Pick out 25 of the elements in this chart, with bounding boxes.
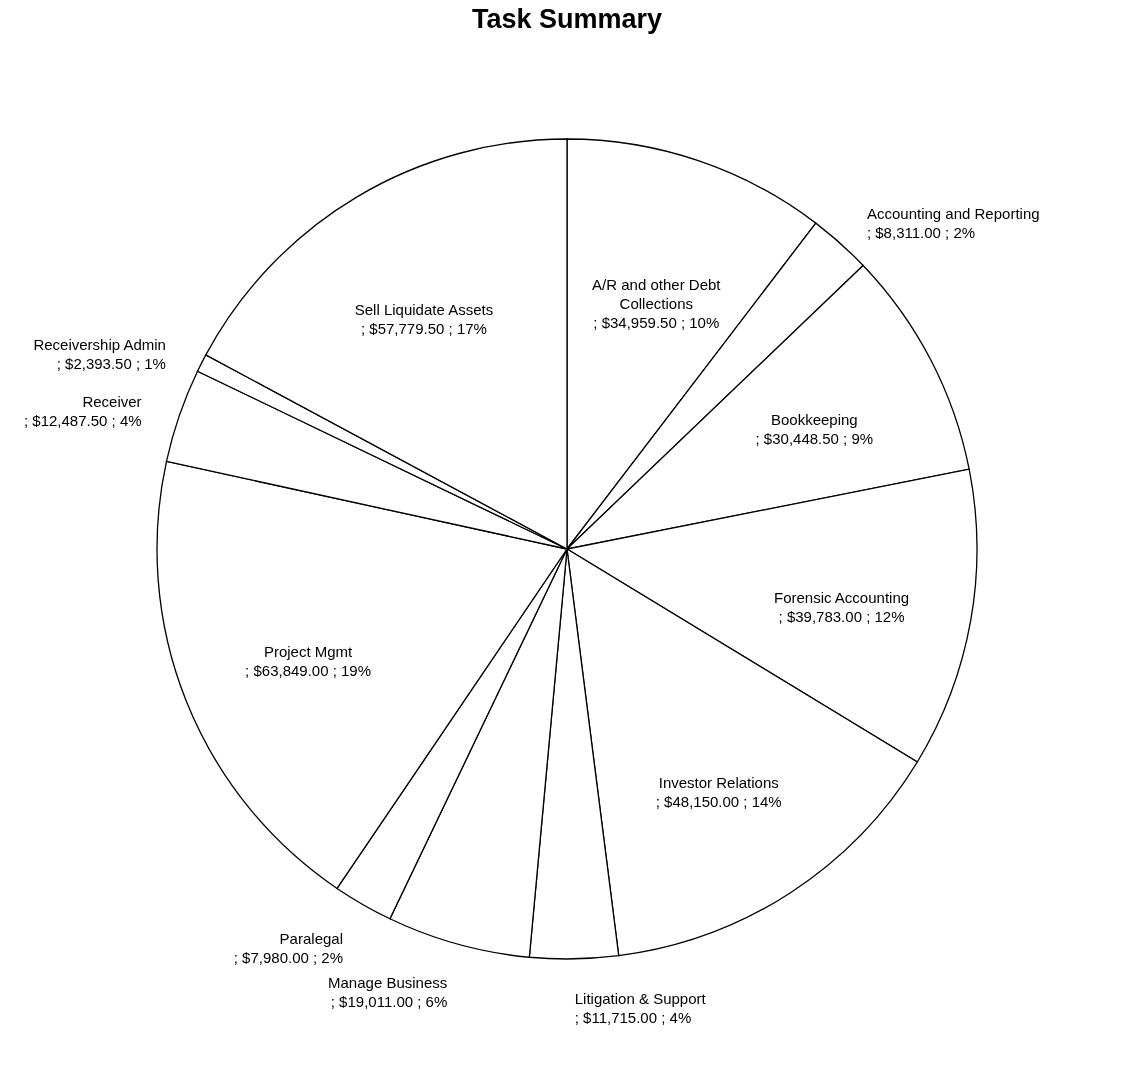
slice-label: Forensic Accounting [773, 588, 910, 606]
data-label: ; $2,393.50 ; 1% [56, 354, 166, 372]
data-label: ; $7,980.00 ; 2% [233, 949, 343, 967]
data-label: ; $19,011.00 ; 6% [330, 992, 448, 1010]
data-label: ; $8,311.00 ; 2% [866, 223, 976, 241]
slice-label: Receivership Admin [33, 335, 166, 353]
slice-label: Receiver [82, 393, 142, 411]
slice-label: Paralegal [279, 930, 343, 948]
slice-label: A/R and other Debt Collections [592, 275, 722, 312]
data-label: ; $48,150.00 ; 14% [655, 792, 782, 810]
slice-label: Bookkeeping [770, 411, 858, 429]
slice-label: Project Mgmt [263, 643, 354, 661]
slice-label: Sell Liquidate Assets [354, 300, 494, 318]
slice-label: Investor Relations [658, 773, 779, 791]
data-label: ; $34,959.50 ; 10% [593, 313, 720, 331]
data-label: ; $12,487.50 ; 4% [23, 412, 142, 430]
chart-title: Task Summary [471, 4, 663, 34]
data-label: ; $63,849.00 ; 19% [245, 662, 372, 680]
data-label: ; $39,783.00 ; 12% [778, 607, 905, 625]
data-label: ; $30,448.50 ; 9% [755, 430, 874, 448]
slice-label: Accounting and Reporting [866, 204, 1040, 222]
slice-label: Litigation & Support [574, 989, 707, 1007]
data-label: ; $11,715.00 ; 4% [574, 1008, 692, 1026]
slice-label: Manage Business [328, 973, 448, 991]
data-label: ; $57,779.50 ; 17% [360, 319, 487, 337]
